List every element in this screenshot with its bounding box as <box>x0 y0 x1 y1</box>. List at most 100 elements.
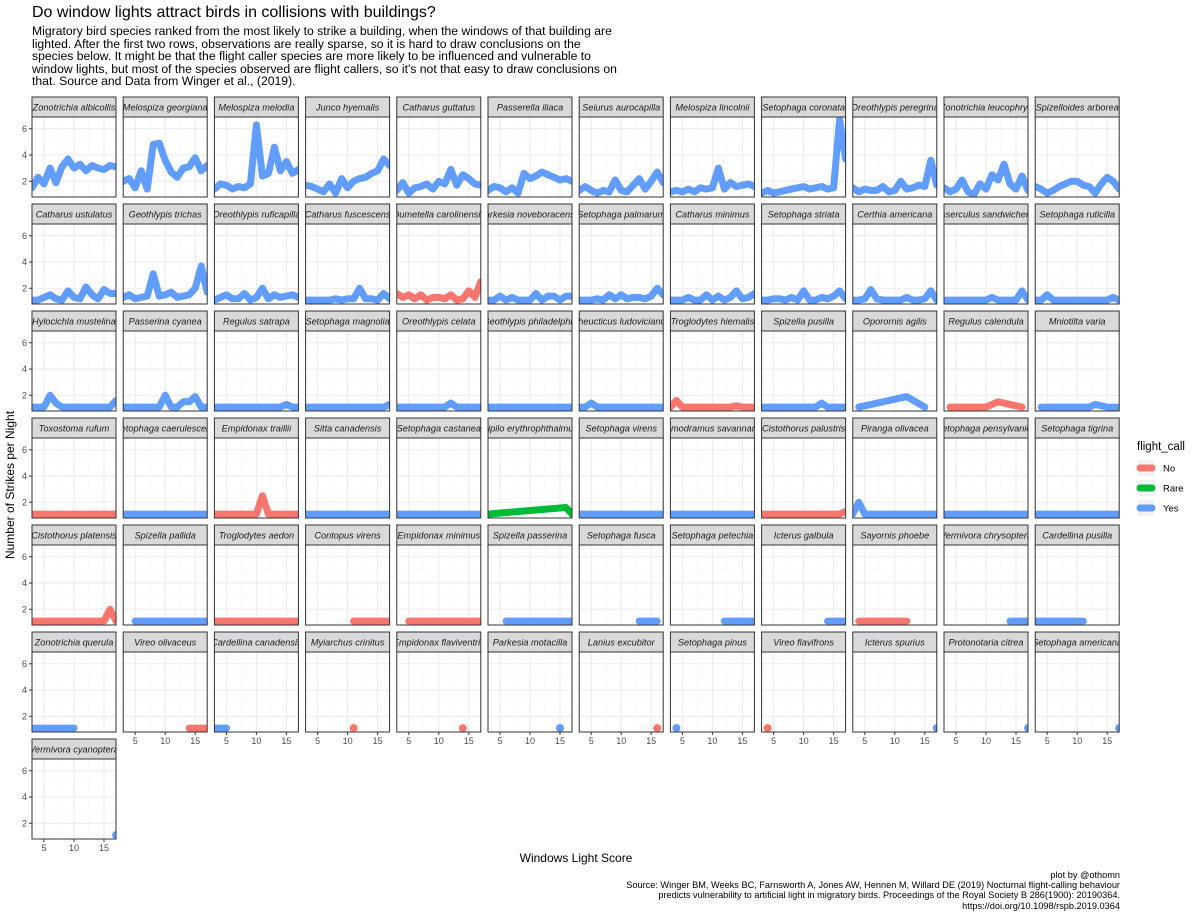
chart-subtitle: Migratory bird species ranked from the m… <box>32 24 617 88</box>
facet-catharus-minimus: Catharus minimus <box>669 203 755 305</box>
facet-mniotilta-varia: Mniotilta varia <box>1034 310 1120 412</box>
strip-label: Junco hyemalis <box>315 103 380 113</box>
facet-spizelloides-arborea: Spizelloides arborea <box>1034 96 1120 198</box>
strip-background <box>122 524 208 546</box>
strip-label: Setophaga castanea <box>397 424 481 434</box>
facet-spizella-passerina: Spizella passerina <box>487 524 573 626</box>
data-point <box>112 831 116 839</box>
y-tick-label: 2 <box>22 176 27 186</box>
x-tick-label: 5 <box>41 843 46 853</box>
strip-background <box>31 417 117 439</box>
facet-hylocichla-mustelina: Hylocichla mustelina 2 4 6 <box>22 310 117 412</box>
facet-myiarchus-crinitus: Myiarchus crinitus 5 10 15 <box>305 631 391 746</box>
strip-background <box>305 310 391 332</box>
strip-label: Troglodytes aedon <box>219 531 294 541</box>
series-line <box>946 398 1026 411</box>
facet-catharus-ustulatus: Catharus ustulatus 2 4 6 <box>22 203 117 305</box>
strip-background <box>852 96 938 118</box>
legend-label: Yes <box>1163 504 1179 515</box>
strip-background <box>578 203 664 225</box>
x-tick-label: 15 <box>555 736 565 746</box>
strip-background <box>305 417 391 439</box>
series-line <box>32 391 116 411</box>
data-point <box>763 724 772 732</box>
x-tick-label: 15 <box>373 736 383 746</box>
series-line <box>1035 173 1120 197</box>
y-tick-label: 4 <box>22 792 27 802</box>
strip-background <box>213 96 299 118</box>
strip-background <box>305 524 391 546</box>
series-line <box>305 284 390 304</box>
facet-lanius-excubitor: Lanius excubitor 5 10 15 <box>578 631 664 746</box>
x-tick-label: 10 <box>799 736 809 746</box>
strip-label: Catharus minimus <box>675 210 749 220</box>
strip-label: Vireo flavifrons <box>773 638 834 648</box>
strip-label: Vermivora chrysoptera <box>940 531 1032 541</box>
strip-label: Contopus virens <box>314 531 381 541</box>
facet-empidonax-minimus: Empidonax minimus <box>396 524 482 626</box>
strip-background <box>487 417 573 439</box>
strip-background <box>669 310 755 332</box>
strip-label: Catharus ustulatus <box>36 210 113 220</box>
strip-label: Piranga olivacea <box>861 424 929 434</box>
strip-background <box>487 524 573 546</box>
strip-background <box>487 203 573 225</box>
strip-background <box>396 203 482 225</box>
y-tick-label: 2 <box>22 390 27 400</box>
facet-toxostoma-rufum: Toxostoma rufum 2 4 6 <box>22 417 117 519</box>
data-point <box>1024 724 1028 732</box>
x-tick-label: 10 <box>981 736 991 746</box>
facet-sitta-canadensis: Sitta canadensis <box>305 417 391 519</box>
strip-background <box>396 310 482 332</box>
strip-background <box>852 524 938 546</box>
strip-background <box>943 310 1029 332</box>
x-tick-label: 10 <box>890 736 900 746</box>
y-tick-label: 6 <box>22 766 27 776</box>
strip-label: Icterus spurius <box>865 638 925 648</box>
strip-background <box>305 203 391 225</box>
x-tick-label: 10 <box>69 843 79 853</box>
series-line <box>1037 400 1120 411</box>
strip-background <box>578 417 664 439</box>
strip-label: Geothlypis philadelphia <box>482 317 577 327</box>
strip-label: Certhia americana <box>857 210 932 220</box>
series-line <box>944 160 1028 197</box>
y-tick-label: 4 <box>22 364 27 374</box>
strip-label: Setophaga americana <box>1032 638 1122 648</box>
strip-label: Vermivora cyanoptera <box>29 745 119 755</box>
strip-background <box>1034 96 1120 118</box>
strip-label: Troglodytes hiemalis <box>671 317 755 327</box>
x-tick-label: 10 <box>160 736 170 746</box>
series-line <box>396 399 481 411</box>
strip-background <box>852 203 938 225</box>
strip-background <box>578 631 664 653</box>
series-line <box>579 284 664 304</box>
strip-label: Protonotaria citrea <box>948 638 1023 648</box>
y-tick-label: 2 <box>22 604 27 614</box>
strip-label: Empidonax minimus <box>397 531 480 541</box>
strip-label: Empidonax traillii <box>222 424 292 434</box>
facet-icterus-spurius: Icterus spurius 5 10 15 <box>852 631 938 746</box>
facet-cistothorus-palustris: Cistothorus palustris <box>761 417 847 519</box>
series-line <box>214 492 299 518</box>
y-tick-label: 4 <box>22 578 27 588</box>
strip-label: Setophaga tigrina <box>1041 424 1113 434</box>
caption-doi: https://doi.org/10.1098/rspb.2019.0364 <box>962 900 1120 911</box>
chart-title: Do window lights attract birds in collis… <box>32 4 436 21</box>
facet-geothlypis-philadelphia: Geothlypis philadelphia <box>482 310 577 412</box>
x-tick-label: 10 <box>525 736 535 746</box>
strip-label: Setophaga virens <box>585 424 657 434</box>
facet-piranga-olivacea: Piranga olivacea <box>852 417 938 519</box>
x-tick-label: 10 <box>707 736 717 746</box>
facet-setophaga-fusca: Setophaga fusca <box>578 524 664 626</box>
x-tick-label: 5 <box>589 736 594 746</box>
facet-icterus-galbula: Icterus galbula <box>761 524 847 626</box>
facet-setophaga-palmarum: Setophaga palmarum <box>578 203 664 305</box>
strip-label: Cistothorus platensis <box>31 531 117 541</box>
facet-setophaga-magnolia: Setophaga magnolia <box>305 310 391 412</box>
strip-label: Setophaga petechia <box>672 531 754 541</box>
facet-vermivora-chrysoptera: Vermivora chrysoptera <box>940 524 1032 626</box>
facet-pipilo-erythrophthalmus: Pipilo erythrophthalmus <box>487 417 573 519</box>
data-point <box>349 724 358 732</box>
facet-oporornis-agilis: Oporornis agilis <box>852 310 938 412</box>
